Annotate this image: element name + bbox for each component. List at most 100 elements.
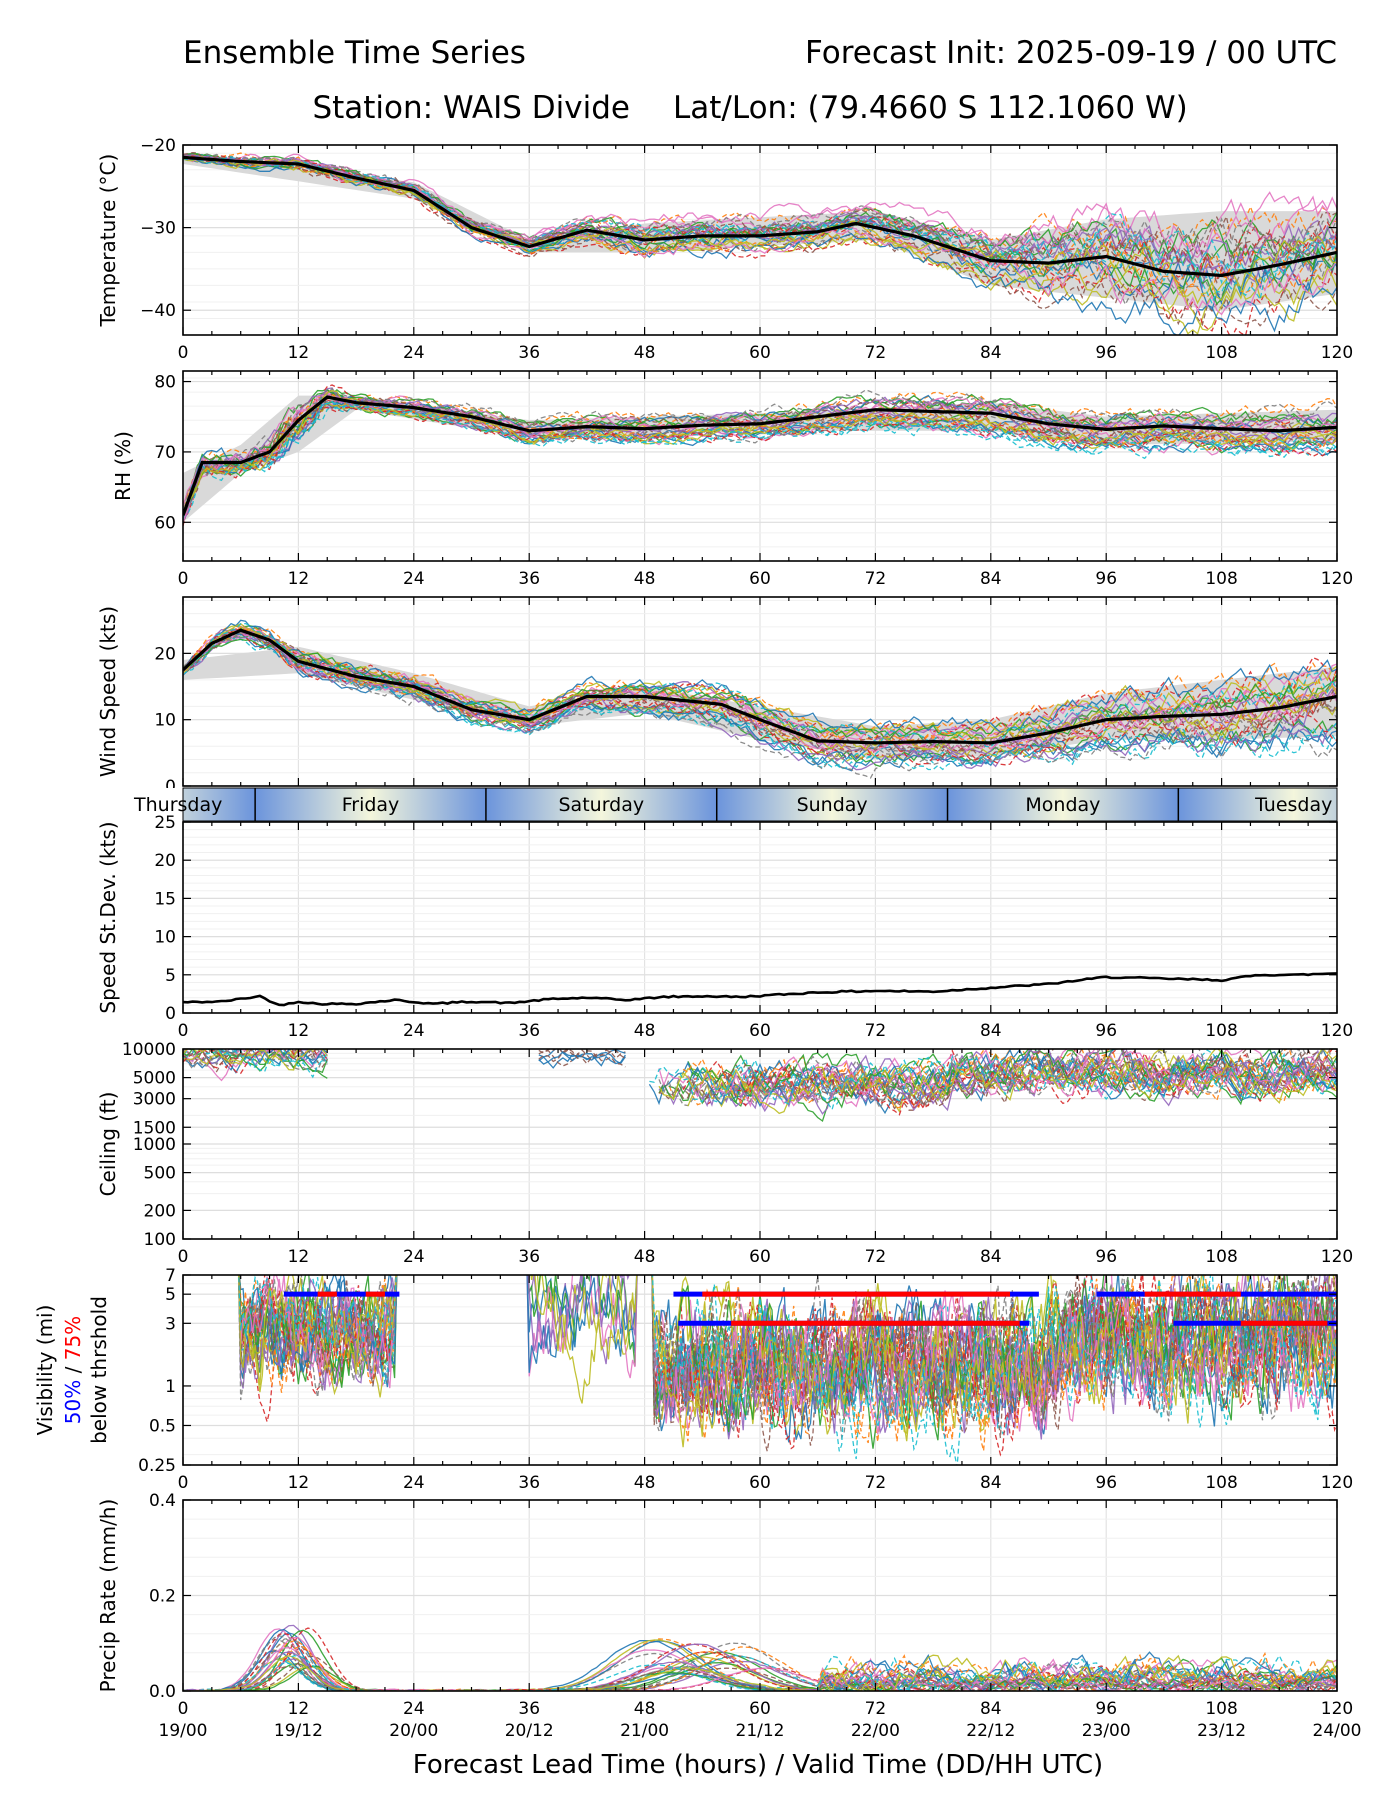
x-tick-label: 96 <box>1095 569 1117 589</box>
y-axis-label: Speed St.Dev. (kts) <box>96 821 120 1013</box>
ensemble-member-line <box>183 155 1337 316</box>
x-tick-label: 96 <box>1095 1021 1117 1041</box>
x-tick-label: 36 <box>518 1247 540 1267</box>
ensemble-mean-line <box>183 628 1337 745</box>
ensemble-member-line <box>238 1275 1337 1442</box>
x-tick-label: 12 <box>288 569 310 589</box>
stdev-line <box>183 972 1337 1007</box>
panel-stdev: 0 12 24 36 48 60 72 84 96 108 120 0 5 10 15 20 25 Speed S… <box>96 813 1353 1041</box>
y-tick-label: 15 <box>154 889 176 909</box>
x-tick-label: 48 <box>634 1473 656 1493</box>
ensemble-member-line <box>238 1275 1337 1435</box>
x-tick-label: 60 <box>749 343 771 363</box>
y-tick-label: 5 <box>165 966 176 986</box>
x-tick-label: 60 <box>749 1699 771 1719</box>
day-band <box>485 788 717 821</box>
x-axis-label: Forecast Lead Time (hours) / Valid Time … <box>413 1750 1103 1780</box>
ensemble-member-line <box>183 1049 1337 1123</box>
valid-time-label: 23/00 <box>1082 1721 1131 1741</box>
station-latlon: Lat/Lon: (79.4660 S 112.1060 W) <box>673 90 1188 126</box>
legend-50pct: 50% <box>61 1380 85 1424</box>
x-tick-label: 120 <box>1321 343 1353 363</box>
forecast-init: Forecast Init: 2025-09-19 / 00 UTC <box>805 35 1337 71</box>
x-tick-label: 36 <box>518 1699 540 1719</box>
y-tick-label: 100 <box>144 1230 176 1250</box>
x-tick-label: 48 <box>634 1247 656 1267</box>
x-tick-label: 48 <box>634 1021 656 1041</box>
y-tick-label: 3 <box>165 1314 176 1334</box>
y-tick-label: 5000 <box>133 1069 176 1089</box>
x-tick-label: 84 <box>980 1699 1002 1719</box>
x-tick-label: 120 <box>1321 1247 1353 1267</box>
x-tick-label: 96 <box>1095 1473 1117 1493</box>
ensemble-member-line <box>183 630 1337 779</box>
x-tick-label: 12 <box>288 343 310 363</box>
x-tick-label: 36 <box>518 1473 540 1493</box>
y-tick-label: 500 <box>144 1164 176 1184</box>
x-tick-label: 72 <box>865 1021 887 1041</box>
y-tick-label: 0.5 <box>149 1416 176 1436</box>
member-lines <box>237 1275 1337 1465</box>
x-tick-label: 48 <box>634 343 656 363</box>
ensemble-member-line <box>183 387 1337 523</box>
y-tick-label: 200 <box>144 1201 176 1221</box>
x-tick-label: 120 <box>1321 1473 1353 1493</box>
x-tick-label: 24 <box>403 1473 425 1493</box>
y-tick-label: 0.25 <box>138 1456 176 1476</box>
ensemble-member-line <box>183 387 1337 517</box>
valid-time-label: 19/00 <box>159 1721 208 1741</box>
y-axis-label: Visibility (mi) <box>33 1305 57 1436</box>
x-tick-label: 84 <box>980 1021 1002 1041</box>
y-axis-sublabel: below thrshold <box>87 1296 111 1444</box>
y-tick-label: 3000 <box>133 1090 176 1110</box>
x-tick-label: 24 <box>403 1021 425 1041</box>
x-tick-label: 36 <box>518 343 540 363</box>
ensemble-member-line <box>183 405 1337 527</box>
x-tick-label: 12 <box>288 1699 310 1719</box>
y-axis-label: Ceiling (ft) <box>96 1092 120 1197</box>
y-tick-label: 25 <box>154 813 176 833</box>
station-name: Station: WAIS Divide <box>312 90 630 126</box>
y-tick-label: 20 <box>154 851 176 871</box>
x-tick-label: 0 <box>178 1021 189 1041</box>
legend-75pct: 75% <box>61 1316 85 1360</box>
ensemble-member-line <box>238 1275 1337 1465</box>
ensemble-member-line <box>237 1275 1337 1438</box>
x-tick-label: 48 <box>634 569 656 589</box>
y-tick-label: 1500 <box>133 1118 176 1138</box>
ensemble-member-line <box>183 623 1337 753</box>
x-tick-label: 24 <box>403 1247 425 1267</box>
ensemble-member-line <box>183 1648 1337 1691</box>
ensemble-member-line <box>183 152 1337 305</box>
valid-time-label: 23/12 <box>1197 1721 1246 1741</box>
y-tick-label: 10 <box>154 928 176 948</box>
y-tick-label: −20 <box>140 136 176 156</box>
y-tick-label: 1000 <box>133 1135 176 1155</box>
x-tick-label: 36 <box>518 1021 540 1041</box>
legend-sep: / <box>61 1360 85 1379</box>
y-tick-label: 70 <box>154 443 176 463</box>
strip-mask <box>1337 788 1400 821</box>
x-tick-label: 12 <box>288 1247 310 1267</box>
ensemble-member-line <box>183 628 1337 766</box>
x-tick-label: 120 <box>1321 1021 1353 1041</box>
x-tick-label: 108 <box>1205 569 1237 589</box>
x-tick-label: 24 <box>403 569 425 589</box>
ensemble-member-line <box>183 623 1337 754</box>
x-tick-label: 120 <box>1321 1699 1353 1719</box>
x-tick-label: 72 <box>865 569 887 589</box>
ensemble-member-line <box>183 153 1337 260</box>
panel-visibility: 0 12 24 36 48 60 72 84 96 108 120 0.25 0.5 1 3 57 Visibi… <box>33 1266 1353 1493</box>
panel-temperature: 0 12 24 36 48 60 72 84 96 108 120 −20 −30 −40 Temperat… <box>96 136 1353 363</box>
y-tick-label: −30 <box>140 219 176 239</box>
x-tick-label: 72 <box>865 1699 887 1719</box>
y-tick-label: 0.4 <box>149 1491 176 1511</box>
x-tick-label: 108 <box>1205 1699 1237 1719</box>
y-tick-label: 80 <box>154 373 176 393</box>
ensemble-member-line <box>183 1049 1337 1108</box>
x-tick-label: 96 <box>1095 1699 1117 1719</box>
ensemble-member-line <box>183 624 1337 738</box>
ensemble-member-line <box>183 1637 1337 1691</box>
chart-title: Ensemble Time Series <box>183 35 526 71</box>
y-axis-label: Precip Rate (mm/h) <box>96 1499 120 1693</box>
